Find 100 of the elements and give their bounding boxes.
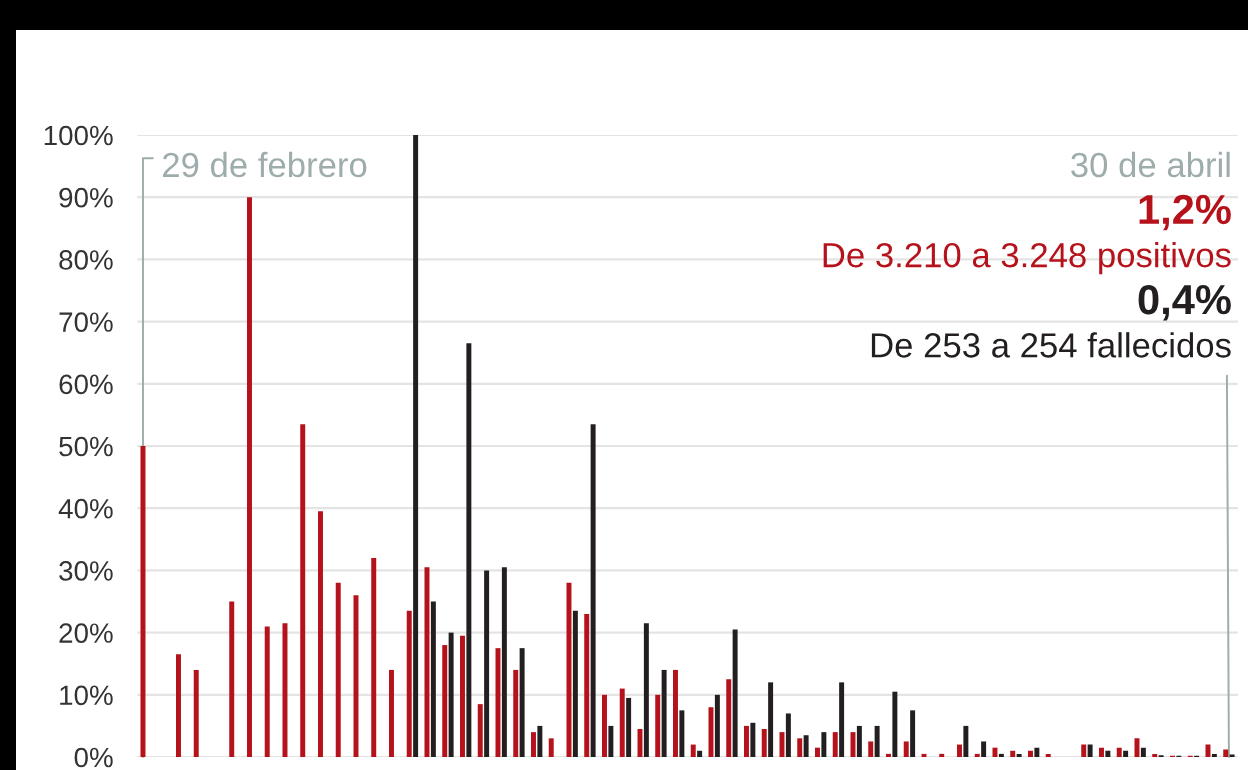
bar	[626, 697, 632, 757]
bar	[839, 682, 845, 757]
y-tick-label: 70%	[59, 312, 113, 332]
bar	[637, 729, 643, 757]
bar	[389, 669, 394, 757]
bar	[1027, 750, 1033, 757]
bar	[1081, 744, 1087, 757]
bar	[874, 725, 880, 757]
annotation: 1,2%	[1139, 194, 1231, 231]
bar	[193, 669, 199, 757]
bar	[856, 725, 862, 757]
bar	[661, 669, 667, 757]
bar	[885, 753, 891, 757]
y-tick-label: 50%	[59, 436, 113, 457]
bar	[495, 648, 501, 757]
bar	[803, 735, 809, 757]
bar	[726, 679, 732, 757]
y-tick-label: 60%	[59, 374, 113, 395]
bar	[501, 567, 507, 757]
bar	[602, 694, 607, 757]
annotation: 0,4%	[1138, 284, 1231, 321]
bar	[176, 654, 181, 757]
bar	[519, 648, 525, 757]
bar	[608, 725, 614, 757]
bar	[548, 738, 554, 757]
bar	[992, 747, 998, 757]
bar	[1134, 738, 1140, 757]
bar	[814, 747, 820, 757]
bar	[921, 753, 927, 757]
bar	[868, 741, 874, 757]
bar	[963, 725, 969, 757]
bar	[413, 135, 419, 757]
annotation: De 3.210 a 3.248 positivos	[823, 241, 1231, 275]
bar	[981, 741, 987, 757]
y-tick-label: 10%	[60, 685, 113, 706]
bar	[1140, 747, 1146, 757]
bar	[1211, 753, 1217, 757]
bar	[832, 732, 838, 757]
bar	[672, 669, 678, 757]
bar	[531, 732, 536, 757]
bar	[537, 725, 543, 757]
bar	[442, 645, 448, 757]
bar	[974, 753, 980, 757]
bar	[460, 635, 465, 757]
bar	[732, 629, 738, 757]
bar	[956, 744, 962, 757]
bar	[619, 688, 625, 757]
bar	[229, 601, 235, 757]
bar	[1205, 744, 1211, 757]
bar	[690, 744, 696, 757]
annotation: 30 de abril	[1071, 151, 1230, 178]
bar	[1034, 747, 1040, 757]
bar	[430, 601, 436, 757]
bar	[1098, 747, 1104, 757]
bar	[1087, 744, 1093, 757]
bar	[371, 557, 377, 757]
y-tick-label: 20%	[59, 623, 113, 643]
bar	[1152, 753, 1158, 757]
bar	[797, 738, 803, 757]
y-tick-label: 0%	[74, 747, 113, 768]
bar	[572, 610, 578, 757]
bar	[566, 582, 572, 757]
bar	[708, 707, 714, 757]
bar	[643, 623, 649, 757]
bar	[1223, 749, 1229, 757]
bar	[1045, 753, 1051, 757]
bar	[750, 722, 756, 757]
bar	[743, 725, 749, 757]
bar	[484, 570, 490, 757]
bar	[466, 343, 472, 757]
bar	[1105, 750, 1111, 757]
bar	[1123, 750, 1129, 757]
bar	[513, 669, 519, 757]
bar	[318, 511, 323, 757]
bar	[1010, 750, 1016, 757]
bar	[785, 713, 791, 757]
bar	[697, 750, 703, 757]
bar	[264, 626, 270, 757]
bar	[353, 595, 359, 757]
bar	[903, 741, 909, 757]
bar	[761, 729, 767, 757]
bar	[448, 632, 454, 757]
y-tick-label: 80%	[59, 250, 113, 270]
bar	[300, 424, 306, 757]
y-tick-label: 40%	[58, 498, 113, 519]
bar	[821, 732, 827, 757]
bar	[335, 582, 341, 757]
y-tick-label: 100%	[44, 125, 113, 146]
bar	[282, 623, 288, 757]
bar	[998, 753, 1004, 757]
bar	[892, 691, 898, 757]
bar	[584, 613, 590, 757]
bar	[655, 694, 661, 757]
bar	[1016, 753, 1022, 757]
bar	[406, 610, 412, 757]
bar	[679, 710, 685, 757]
bar	[850, 732, 856, 757]
bar	[424, 567, 430, 757]
bar	[477, 704, 483, 757]
bar	[247, 197, 252, 757]
